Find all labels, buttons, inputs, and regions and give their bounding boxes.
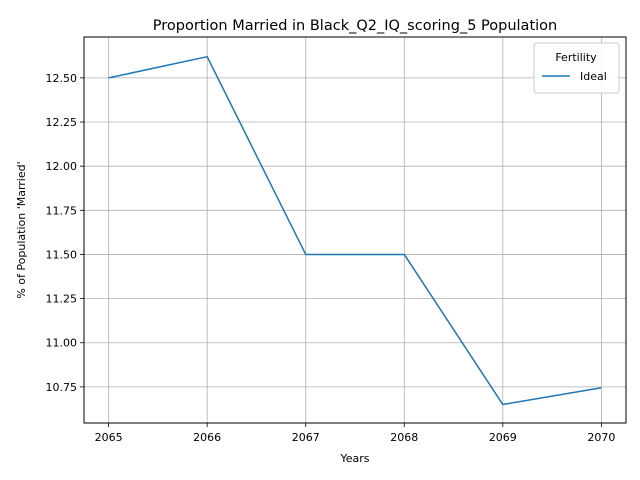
chart-title: Proportion Married in Black_Q2_IQ_scorin… <box>153 18 557 34</box>
x-tick-label: 2067 <box>292 431 320 444</box>
y-tick-label: 11.75 <box>46 204 78 217</box>
y-tick-label: 11.00 <box>46 337 78 350</box>
x-tick-label: 2069 <box>489 431 517 444</box>
y-tick-label: 11.25 <box>46 293 78 306</box>
y-tick-label: 10.75 <box>46 381 78 394</box>
legend-label-ideal: Ideal <box>580 70 607 83</box>
x-tick-label: 2066 <box>193 431 221 444</box>
y-tick-label: 12.00 <box>46 160 78 173</box>
x-tick-label: 2070 <box>587 431 615 444</box>
x-axis-label: Years <box>339 452 369 465</box>
legend: Fertility Ideal <box>534 43 619 93</box>
y-tick-label: 12.50 <box>46 72 78 85</box>
y-axis-label: % of Population 'Married' <box>15 161 28 298</box>
y-tick-label: 11.50 <box>46 248 78 261</box>
legend-title: Fertility <box>555 51 597 64</box>
x-tick-label: 2068 <box>390 431 418 444</box>
y-tick-label: 12.25 <box>46 116 78 129</box>
x-tick-label: 2065 <box>95 431 123 444</box>
